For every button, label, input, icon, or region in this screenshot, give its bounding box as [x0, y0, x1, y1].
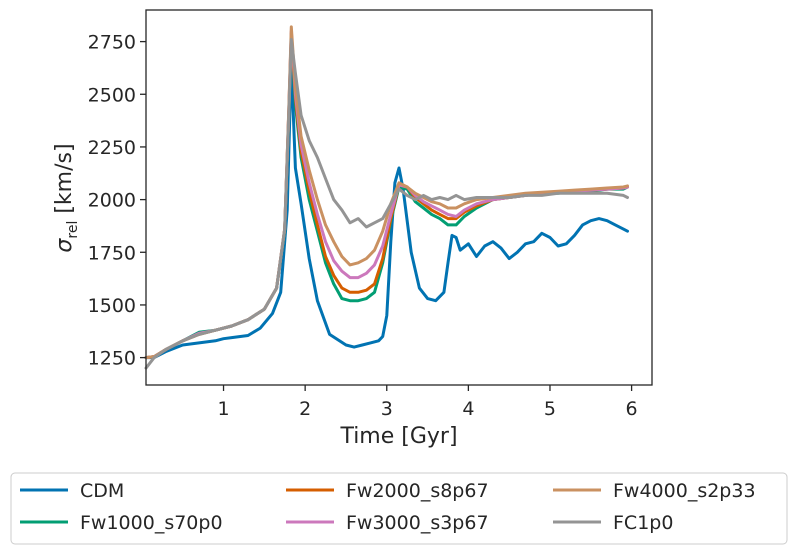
y-axis-label-subscript: rel — [65, 221, 81, 239]
legend-item-CDM: CDM — [20, 480, 124, 502]
x-tick-label: 4 — [462, 398, 474, 420]
y-axis-ticks: 1250 1500 1750 2000 2250 2500 2750 — [88, 32, 146, 370]
legend-item-Fw4000_s2p33: Fw4000_s2p33 — [553, 480, 756, 502]
x-tick-label: 1 — [217, 398, 229, 420]
x-axis-ticks: 1 2 3 4 5 6 — [217, 385, 638, 420]
x-axis-label: Time [Gyr] — [339, 424, 457, 449]
series-layer — [144, 25, 629, 370]
legend-label: Fw2000_s8p67 — [346, 480, 489, 502]
y-tick-label: 2500 — [88, 84, 136, 106]
legend-label: Fw3000_s3p67 — [346, 512, 489, 534]
y-tick-label: 2750 — [88, 32, 136, 54]
y-tick-label: 2000 — [88, 190, 136, 212]
x-tick-label: 5 — [544, 398, 556, 420]
legend-items: CDM Fw1000_s70p0 Fw2000_s8p67 Fw3000_s3p67 F… — [20, 480, 756, 534]
legend-label: FC1p0 — [613, 512, 673, 534]
legend-label: Fw4000_s2p33 — [613, 480, 756, 502]
y-tick-label: 2250 — [88, 137, 136, 159]
x-tick-label: 2 — [299, 398, 311, 420]
y-tick-label: 1250 — [88, 348, 136, 370]
y-axis-label-units: [km/s] — [52, 143, 77, 220]
y-axis-label-symbol: σ — [52, 238, 77, 253]
y-tick-label: 1500 — [88, 295, 136, 317]
series-line-FC1p0 — [144, 38, 629, 370]
x-tick-label: 3 — [381, 398, 393, 420]
legend-item-FC1p0: FC1p0 — [553, 512, 673, 534]
legend-item-Fw2000_s8p67: Fw2000_s8p67 — [286, 480, 489, 502]
y-axis-label: σrel [km/s] — [52, 143, 81, 252]
plot-area — [146, 10, 652, 385]
series-line-CDM — [144, 61, 629, 360]
legend-item-Fw1000_s70p0: Fw1000_s70p0 — [20, 512, 223, 534]
legend-label: CDM — [80, 480, 124, 502]
legend: CDM Fw1000_s70p0 Fw2000_s8p67 Fw3000_s3p67 F… — [10, 472, 788, 545]
legend-item-Fw3000_s3p67: Fw3000_s3p67 — [286, 512, 489, 534]
legend-label: Fw1000_s70p0 — [80, 512, 223, 534]
x-tick-label: 6 — [626, 398, 638, 420]
y-tick-label: 1750 — [88, 242, 136, 264]
plot-frame — [145, 9, 653, 386]
